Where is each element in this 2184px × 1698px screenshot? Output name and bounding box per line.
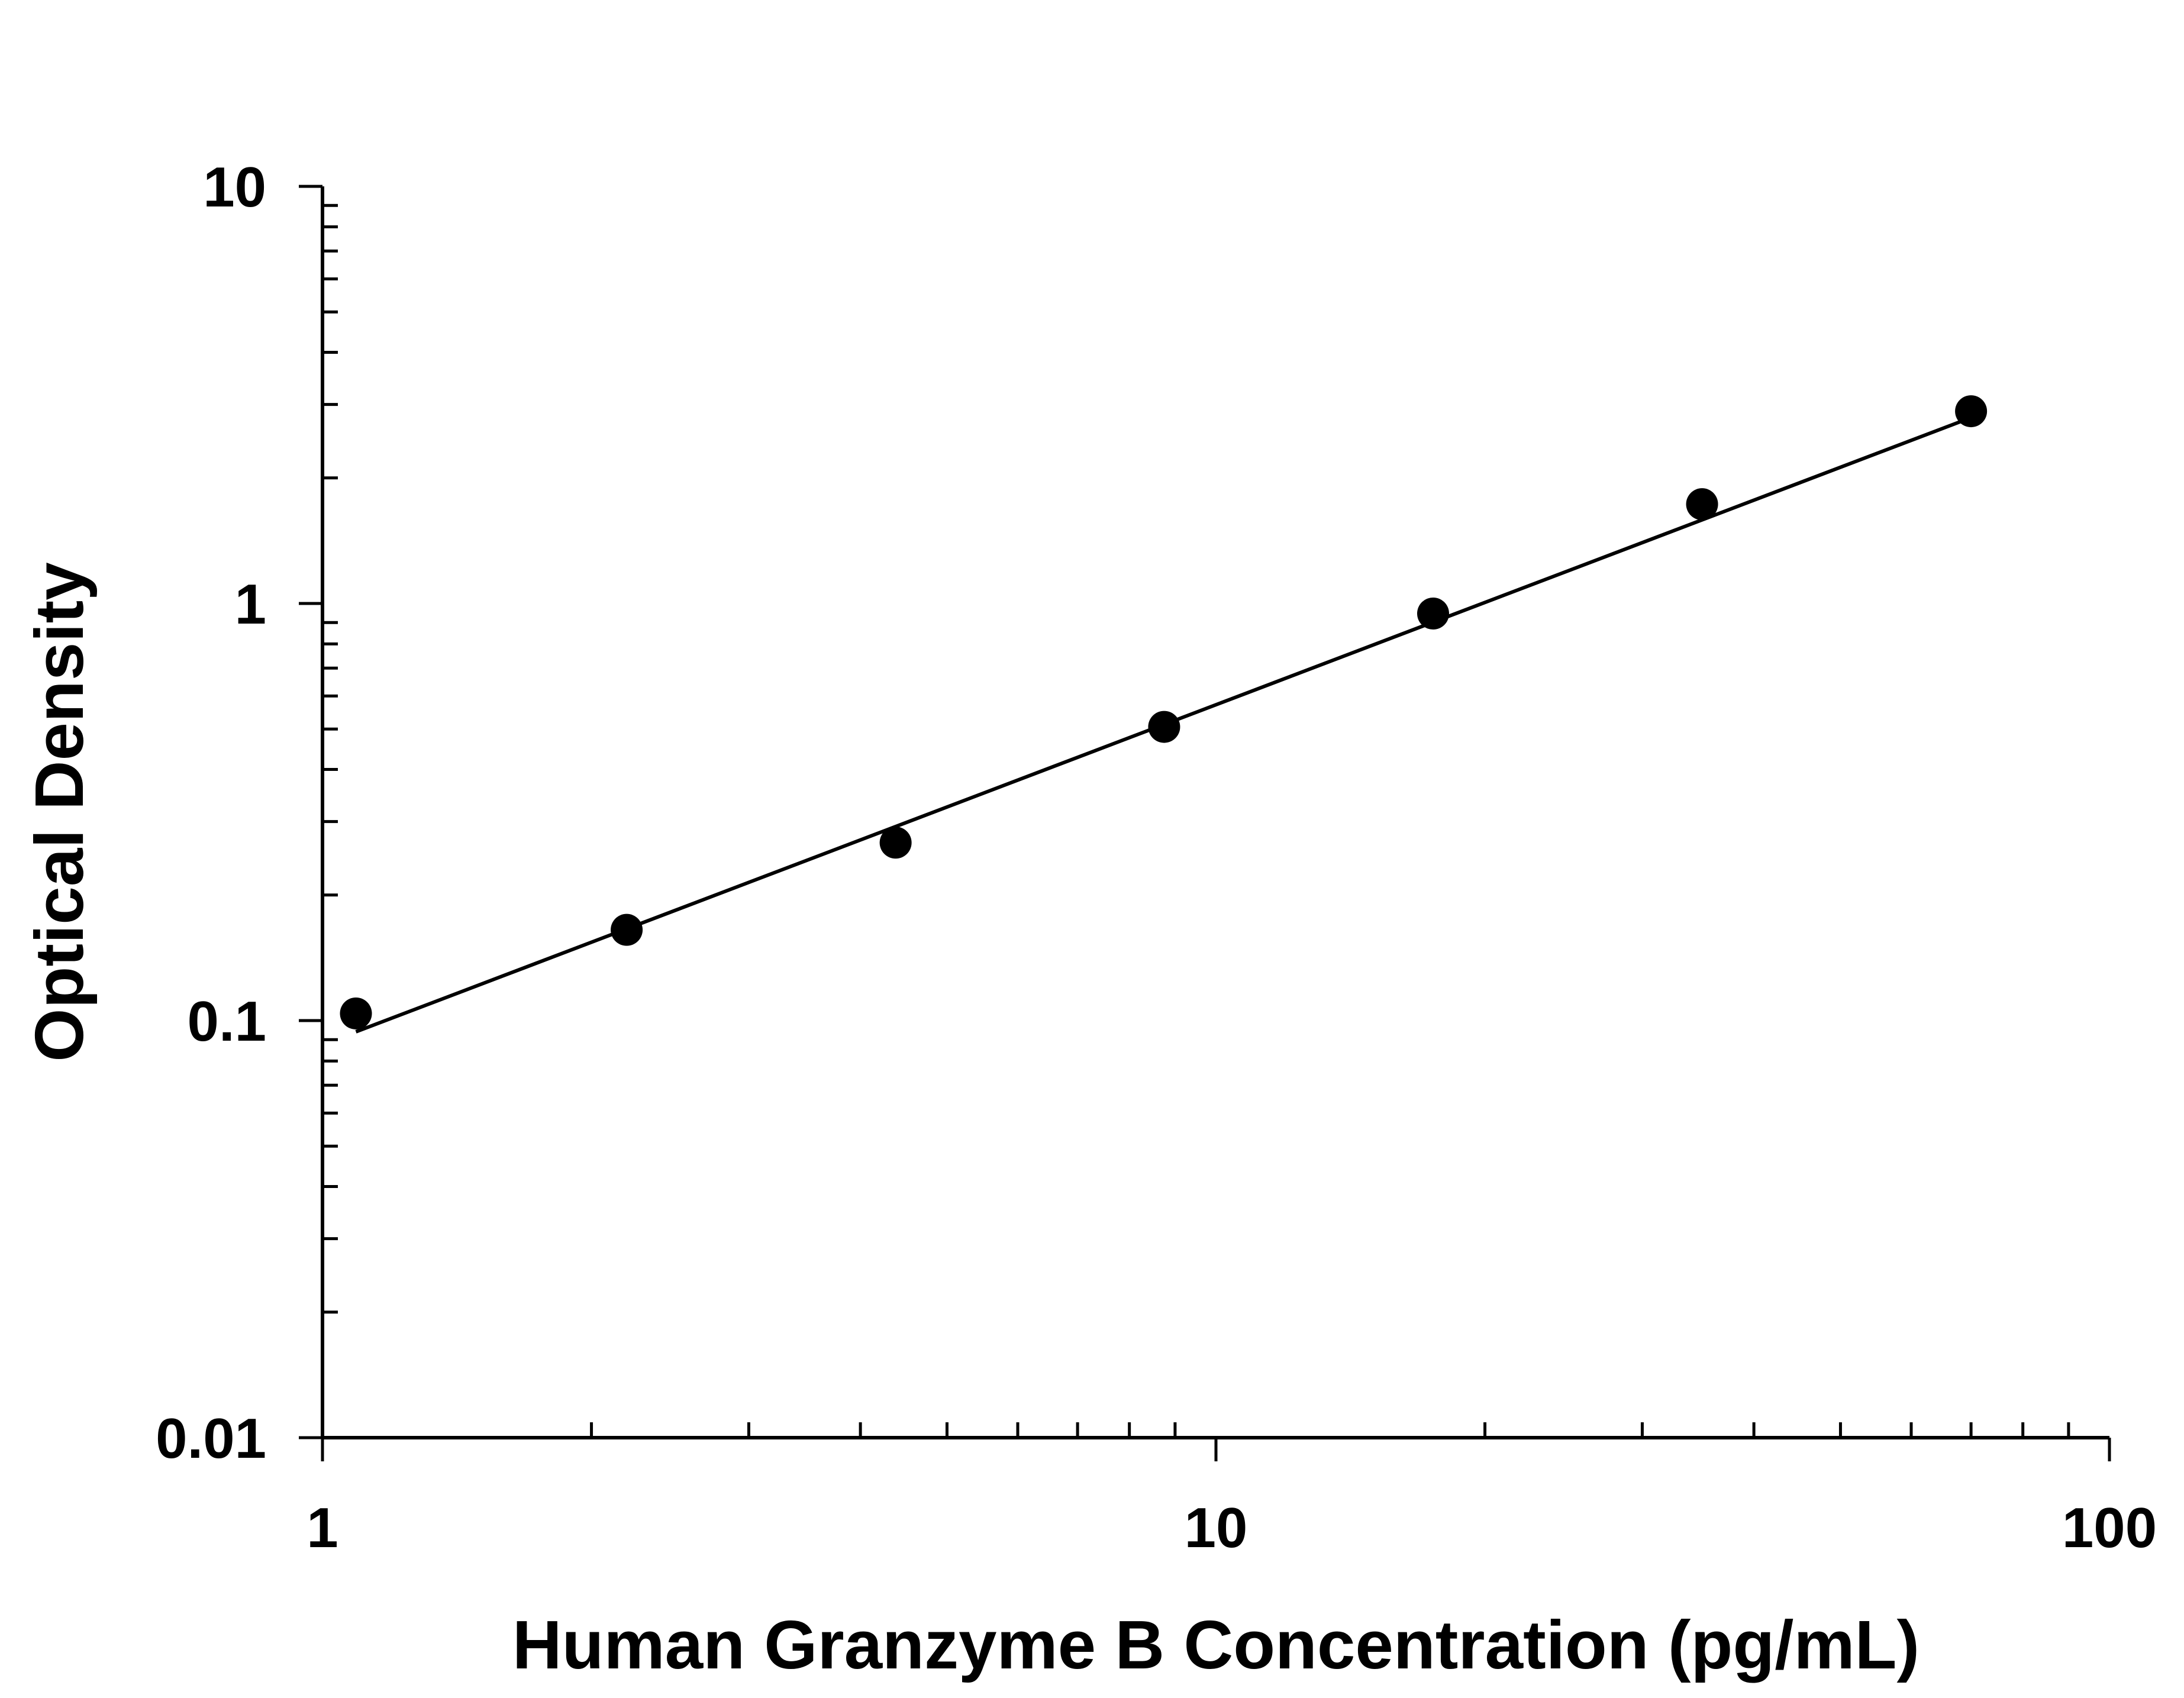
y-axis-tick-labels: 0.01 0.1 1 10 xyxy=(156,156,266,1470)
y-axis-minor-ticks xyxy=(322,204,338,1314)
y-tick-label: 10 xyxy=(203,156,266,219)
data-point xyxy=(1148,711,1180,743)
data-point xyxy=(1955,395,1988,428)
y-tick-label: 0.1 xyxy=(188,990,266,1053)
data-point xyxy=(611,913,643,946)
x-tick-label: 100 xyxy=(2062,1496,2157,1560)
x-axis-minor-ticks xyxy=(590,1422,2070,1438)
data-point xyxy=(879,827,912,859)
x-axis-title: Human Granzyme B Concentration (pg/mL) xyxy=(512,1606,1920,1683)
y-axis-title: Optical Density xyxy=(21,562,98,1061)
data-points xyxy=(340,395,1988,1029)
data-point xyxy=(1686,488,1718,521)
y-tick-label: 0.01 xyxy=(156,1407,266,1470)
data-point xyxy=(340,997,372,1029)
y-axis-major-ticks xyxy=(299,185,322,1439)
x-axis-tick-labels: 1 10 100 xyxy=(307,1496,2157,1560)
x-tick-label: 1 xyxy=(307,1496,338,1560)
x-axis-major-ticks xyxy=(321,1438,2111,1461)
data-point xyxy=(1417,597,1449,630)
x-tick-label: 10 xyxy=(1185,1496,1248,1560)
y-tick-label: 1 xyxy=(235,573,266,636)
